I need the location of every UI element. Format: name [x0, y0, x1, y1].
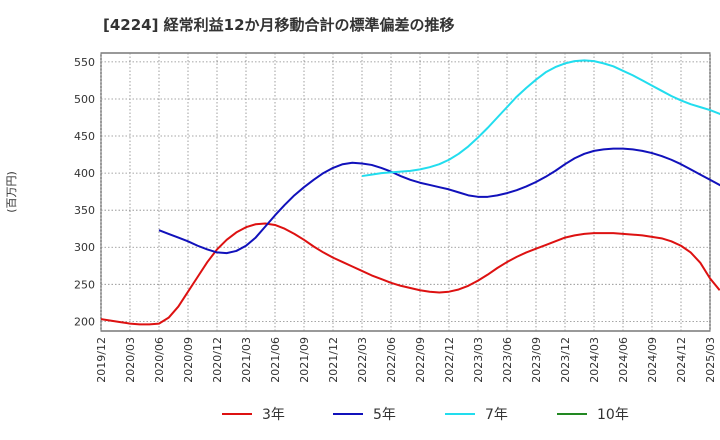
legend-item: 7年 [445, 407, 508, 423]
x-tick-label: 2021/09 [298, 337, 311, 383]
y-tick-label: 350 [74, 204, 95, 217]
y-tick-label: 250 [74, 278, 95, 291]
x-tick-label: 2024/06 [617, 337, 630, 383]
x-tick-label: 2021/03 [240, 337, 253, 383]
x-tick-label: 2020/03 [124, 337, 137, 383]
y-tick-label: 450 [74, 130, 95, 143]
x-tick-label: 2022/06 [385, 337, 398, 383]
y-tick-label: 550 [74, 56, 95, 69]
x-tick-label: 2024/09 [646, 337, 659, 383]
legend-item: 3年 [222, 407, 285, 423]
x-tick-label: 2022/12 [443, 337, 456, 383]
plot-area [100, 52, 711, 332]
legend-label: 5年 [373, 407, 396, 423]
y-tick-label: 500 [74, 93, 95, 106]
x-tick-label: 2023/06 [501, 337, 514, 383]
series-line-7年 [361, 59, 720, 178]
series-line-5年 [158, 147, 720, 255]
y-axis-label: (百万円) [5, 171, 18, 213]
x-tick-label: 2023/12 [559, 337, 572, 383]
x-tick-label: 2024/12 [675, 337, 688, 383]
y-tick-label: 400 [74, 167, 95, 180]
x-tick-label: 2023/03 [472, 337, 485, 383]
x-tick-label: 2021/12 [327, 337, 340, 383]
legend-label: 10年 [597, 407, 629, 423]
x-tick-label: 2020/09 [182, 337, 195, 383]
legend-item: 5年 [333, 407, 396, 423]
x-tick-label: 2024/03 [588, 337, 601, 383]
x-tick-label: 2020/12 [211, 337, 224, 383]
y-tick-label: 200 [74, 315, 95, 328]
legend-label: 3年 [262, 407, 285, 423]
y-tick-label: 300 [74, 241, 95, 254]
x-tick-label: 2021/06 [269, 337, 282, 383]
x-tick-label: 2022/09 [414, 337, 427, 383]
x-tick-label: 2020/06 [153, 337, 166, 383]
series-line-3年 [100, 222, 720, 326]
legend-item: 10年 [557, 407, 629, 423]
x-tick-label: 2023/09 [530, 337, 543, 383]
x-tick-label: 2022/03 [356, 337, 369, 383]
chart-title: [4224] 経常利益12か月移動合計の標準偏差の推移 [103, 16, 455, 34]
x-tick-label: 2019/12 [95, 337, 108, 383]
x-tick-label: 2025/03 [704, 337, 717, 383]
legend-label: 7年 [485, 407, 508, 423]
